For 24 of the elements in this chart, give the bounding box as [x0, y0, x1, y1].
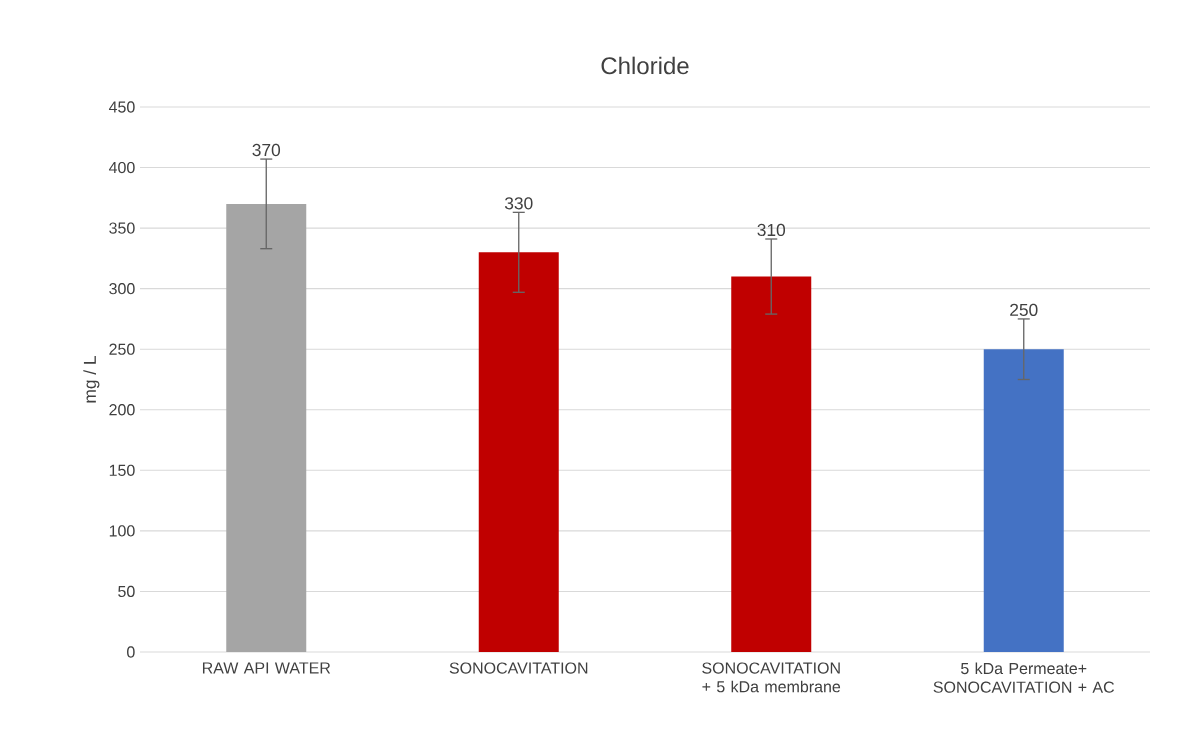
y-tick-label: 100 — [109, 525, 135, 537]
y-tick-label: 400 — [108, 161, 135, 174]
data-label: 370 — [252, 143, 281, 157]
y-tick-label: 0 — [127, 646, 135, 658]
bar — [226, 203, 307, 652]
x-tick-label: RAW API WATER — [202, 662, 331, 674]
y-tick-label: 200 — [109, 404, 135, 416]
x-tick-label: SONOCAVITATION + 5 kDa membrane — [702, 662, 841, 693]
y-tick-label: 450 — [108, 101, 135, 113]
data-label: 250 — [1010, 303, 1038, 316]
y-axis-title: mg / L — [83, 355, 100, 403]
data-label: 310 — [757, 223, 786, 237]
x-tick-label: 5 kDa Permeate+ SONOCAVITATION + AC — [933, 662, 1115, 693]
y-tick-label: 350 — [109, 222, 135, 234]
bar — [731, 276, 812, 652]
y-tick-label: 50 — [118, 585, 135, 598]
bar — [478, 252, 559, 652]
data-label: 330 — [504, 197, 533, 210]
y-tick-label: 250 — [109, 343, 135, 355]
bar — [983, 349, 1064, 652]
x-tick-label: SONOCAVITATION — [449, 662, 588, 674]
y-tick-label: 150 — [109, 464, 135, 476]
chart-title: Chloride — [601, 56, 689, 75]
y-tick-label: 300 — [109, 283, 135, 295]
